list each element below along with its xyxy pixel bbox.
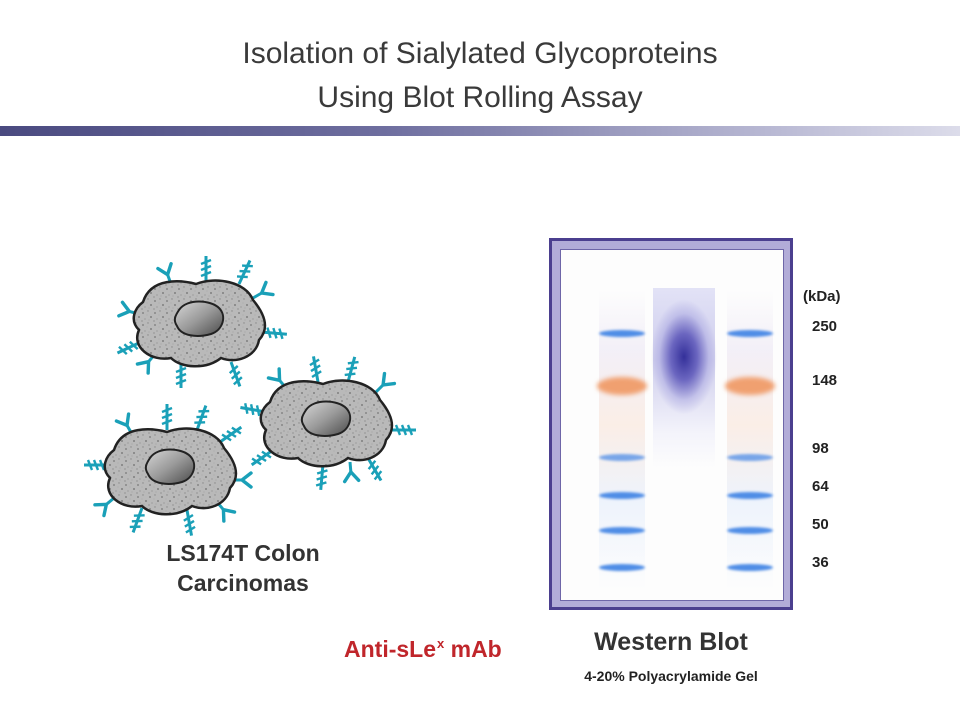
- marker-lane-right: [727, 290, 773, 590]
- cell-line-caption: LS174T Colon Carcinomas: [108, 538, 378, 598]
- antibody-superscript: x: [437, 636, 445, 651]
- band-left-50: [599, 527, 645, 534]
- western-blot-membrane: [560, 249, 784, 601]
- slide-title: Isolation of Sialylated Glycoproteins Us…: [0, 32, 960, 120]
- kda-unit-label: (kDa): [803, 288, 841, 305]
- marker-lane-left: [599, 290, 645, 590]
- title-divider-bar: [0, 126, 960, 136]
- band-right-148: [725, 377, 775, 395]
- cancer-cell-1: [113, 254, 289, 390]
- band-right-250: [727, 330, 773, 337]
- title-line-2: Using Blot Rolling Assay: [317, 81, 643, 114]
- title-line-1: Isolation of Sialylated Glycoproteins: [242, 37, 718, 70]
- marker-label-50: 50: [812, 516, 829, 533]
- cell-caption-line-1: LS174T Colon: [166, 540, 320, 566]
- sample-lane-smear: [651, 296, 717, 456]
- band-right-36: [727, 564, 773, 571]
- band-right-50: [727, 527, 773, 534]
- band-left-64: [599, 492, 645, 499]
- antibody-suffix: mAb: [444, 636, 502, 662]
- cancer-cell-2: [238, 354, 418, 492]
- gel-type-subtitle: 4-20% Polyacrylamide Gel: [584, 668, 758, 684]
- band-left-98: [599, 454, 645, 461]
- band-right-98: [727, 454, 773, 461]
- band-left-250: [599, 330, 645, 337]
- marker-label-36: 36: [812, 554, 829, 571]
- band-right-64: [727, 492, 773, 499]
- antibody-name: Anti-sLe: [344, 636, 436, 662]
- marker-label-64: 64: [812, 478, 829, 495]
- western-blot-frame: [549, 238, 793, 610]
- band-left-148: [597, 377, 647, 395]
- marker-label-250: 250: [812, 318, 838, 335]
- western-blot-title: Western Blot: [594, 628, 748, 656]
- marker-label-148: 148: [812, 372, 838, 389]
- cell-caption-line-2: Carcinomas: [177, 570, 309, 596]
- antibody-label: Anti-sLex mAb: [344, 636, 502, 663]
- marker-label-98: 98: [812, 440, 829, 457]
- band-left-36: [599, 564, 645, 571]
- cancer-cell-3: [82, 402, 253, 538]
